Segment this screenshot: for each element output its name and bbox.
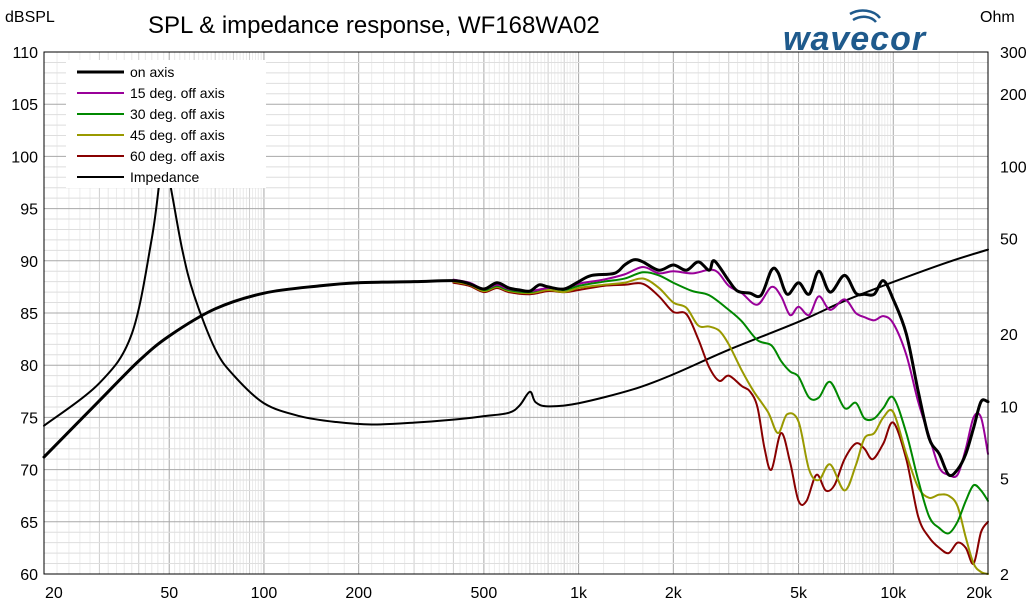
right-tick-label: 300 bbox=[1000, 45, 1027, 62]
left-tick-label: 90 bbox=[20, 254, 38, 271]
x-tick-label: 10k bbox=[880, 585, 907, 602]
x-tick-label: 500 bbox=[471, 585, 498, 602]
left-tick-label: 95 bbox=[20, 202, 38, 219]
x-tick-label: 1k bbox=[570, 585, 588, 602]
series-line-60-deg-off-axis bbox=[452, 281, 989, 565]
grid bbox=[44, 52, 988, 574]
brand-logo-swoosh bbox=[849, 9, 881, 19]
left-tick-label: 105 bbox=[11, 97, 38, 114]
series-line-on-axis bbox=[42, 258, 990, 478]
chart-title: SPL & impedance response, WF168WA02 bbox=[148, 12, 600, 39]
right-tick-label: 2 bbox=[1000, 567, 1009, 584]
right-axis-label: Ohm bbox=[980, 9, 1015, 26]
left-tick-label: 110 bbox=[12, 45, 38, 62]
legend-label: Impedance bbox=[130, 169, 199, 185]
left-tick-label: 85 bbox=[20, 306, 38, 323]
series-line-45-deg-off-axis bbox=[452, 277, 989, 575]
x-tick-label: 200 bbox=[345, 585, 372, 602]
curves bbox=[42, 163, 990, 575]
legend: on axis 15 deg. off axis 30 deg. off axis 4… bbox=[66, 60, 266, 188]
x-tick-label: 20k bbox=[966, 585, 993, 602]
legend-label: 60 deg. off axis bbox=[130, 148, 225, 164]
left-tick-label: 80 bbox=[20, 358, 38, 375]
left-tick-label: 65 bbox=[20, 515, 38, 532]
legend-label: 30 deg. off axis bbox=[130, 106, 225, 122]
brand-logo: wavecor bbox=[783, 9, 926, 58]
left-axis-label: dBSPL bbox=[5, 9, 55, 26]
plot-frame bbox=[43, 51, 989, 575]
legend-label: 15 deg. off axis bbox=[130, 85, 225, 101]
x-tick-label: 5k bbox=[790, 585, 808, 602]
x-tick-label: 50 bbox=[160, 585, 178, 602]
right-tick-label: 5 bbox=[1000, 472, 1009, 489]
legend-box bbox=[66, 60, 266, 188]
brand-logo-swoosh bbox=[852, 15, 877, 23]
left-tick-label: 70 bbox=[20, 463, 38, 480]
x-tick-label: 100 bbox=[251, 585, 278, 602]
left-tick-label: 60 bbox=[20, 567, 38, 584]
right-tick-label: 10 bbox=[1000, 399, 1018, 416]
legend-label: 45 deg. off axis bbox=[130, 127, 225, 143]
left-tick-label: 75 bbox=[20, 410, 38, 427]
x-axis-ticks: 20 50 100 200 500 1k 2k 5k 10k 20k bbox=[45, 585, 993, 602]
x-tick-label: 20 bbox=[45, 585, 63, 602]
right-tick-label: 100 bbox=[1000, 159, 1027, 176]
right-tick-label: 200 bbox=[1000, 87, 1027, 104]
left-axis-ticks: 60 65 70 75 80 85 90 95 100 105 110 bbox=[11, 45, 38, 584]
legend-label: on axis bbox=[130, 64, 174, 80]
x-tick-label: 2k bbox=[665, 585, 683, 602]
right-axis-ticks: 2 5 10 20 50 100 200 300 bbox=[1000, 45, 1027, 584]
left-tick-label: 100 bbox=[11, 149, 38, 166]
right-tick-label: 50 bbox=[1000, 232, 1018, 249]
right-tick-label: 20 bbox=[1000, 327, 1018, 344]
